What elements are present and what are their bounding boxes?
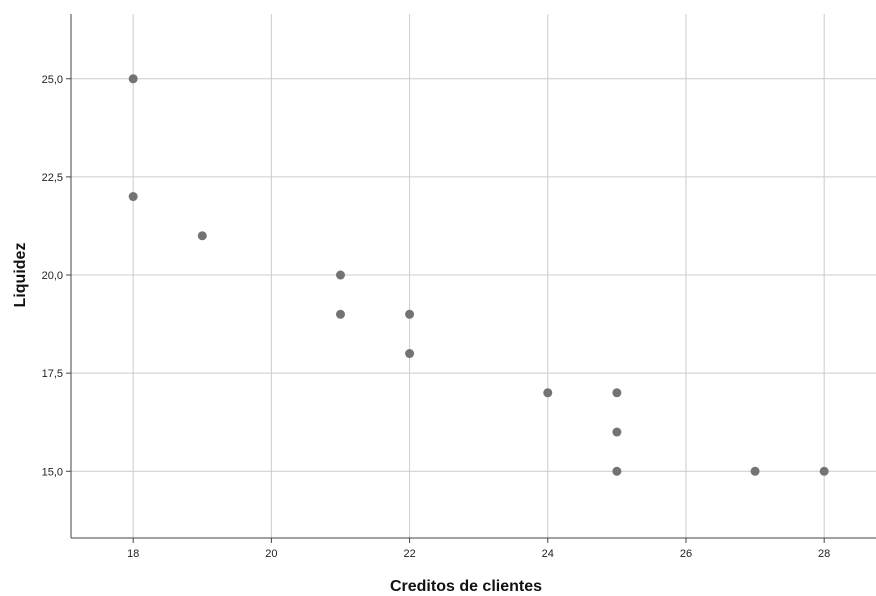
data-point bbox=[335, 309, 345, 319]
data-point bbox=[128, 192, 138, 202]
data-point bbox=[405, 349, 415, 359]
tick-label-layer: 18 20 22 24 26 28 15,0 17,5 20,0 22,5 25,0 bbox=[42, 74, 831, 560]
data-point bbox=[750, 466, 760, 476]
x-tick-label: 28 bbox=[818, 548, 830, 560]
x-tick-label: 22 bbox=[403, 548, 415, 560]
y-axis-title: Liquidez bbox=[12, 243, 29, 308]
data-point bbox=[128, 74, 138, 84]
data-point bbox=[197, 231, 207, 241]
x-tick-label: 20 bbox=[265, 548, 277, 560]
data-point bbox=[612, 466, 622, 476]
axis-layer bbox=[66, 14, 876, 543]
data-point bbox=[543, 388, 553, 398]
x-tick-label: 24 bbox=[542, 548, 554, 560]
y-tick-label: 15,0 bbox=[42, 466, 63, 478]
data-point-layer bbox=[128, 74, 829, 476]
x-tick-label: 18 bbox=[127, 548, 139, 560]
data-point bbox=[335, 270, 345, 280]
x-tick-label: 26 bbox=[680, 548, 692, 560]
y-tick-label: 25,0 bbox=[42, 74, 63, 86]
data-point bbox=[819, 466, 829, 476]
data-point bbox=[612, 388, 622, 398]
y-tick-label: 20,0 bbox=[42, 270, 63, 282]
data-point bbox=[612, 427, 622, 437]
data-point bbox=[405, 309, 415, 319]
y-tick-label: 17,5 bbox=[42, 368, 63, 380]
y-tick-label: 22,5 bbox=[42, 172, 63, 184]
grid-layer bbox=[71, 14, 876, 538]
x-axis-title: Creditos de clientes bbox=[390, 578, 542, 595]
